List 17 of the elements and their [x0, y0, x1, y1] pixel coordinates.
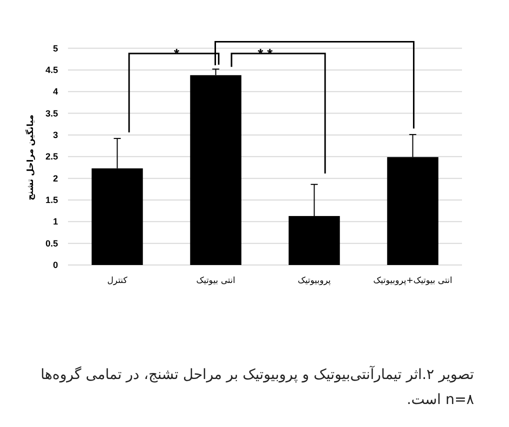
y-axis-title: میانگین مراحل تشنج — [25, 114, 36, 200]
y-tick-label: 4 — [52, 86, 58, 97]
y-tick-label: 0 — [52, 260, 58, 270]
x-tick-label: انتی بیوتیک+پروبیوتیک — [373, 276, 452, 286]
text: تصویر ۲.اثر تیمارآنتی‌بیوتیک و پروبیوتیک بر مراحل تشنج، در تمامی گروه‌ها n=۸ است. — [40, 364, 474, 410]
y-tick-label: 1 — [52, 216, 58, 227]
y-tick-label: 3 — [52, 130, 58, 140]
y-tick-label: 5 — [52, 43, 58, 54]
x-tick-label: پروبیوتیک — [298, 276, 332, 286]
y-tick-label: 4.5 — [45, 64, 58, 75]
x-tick-label: انتی بیوتیک — [196, 276, 236, 286]
y-tick-label: 2.5 — [45, 152, 58, 162]
y-tick-label: 2 — [52, 173, 58, 184]
y-tick-label: 0.5 — [45, 238, 58, 248]
y-tick-label: 3.5 — [45, 108, 58, 118]
y-tick-label: 1.5 — [45, 194, 58, 205]
x-tick-label: کنترل — [107, 276, 128, 286]
